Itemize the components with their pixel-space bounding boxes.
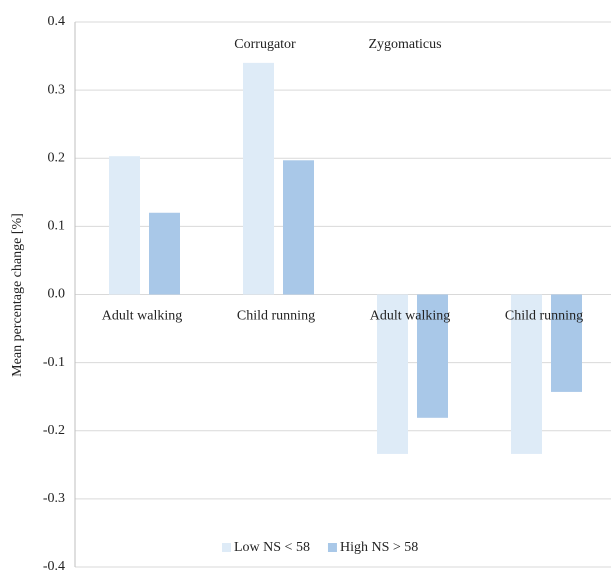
bar	[109, 156, 140, 295]
y-tick-label: -0.1	[43, 355, 65, 370]
x-tick-label: Child running	[237, 309, 315, 324]
y-tick-label: 0.2	[48, 150, 66, 165]
y-tick-label: 0.4	[48, 14, 66, 29]
legend-label: Low NS < 58	[234, 540, 310, 555]
y-tick-label: -0.4	[43, 559, 65, 574]
y-tick-label: 0.3	[48, 82, 66, 97]
x-tick-label: Adult walking	[370, 309, 451, 324]
y-tick-label: 0.1	[48, 219, 66, 234]
bar	[551, 294, 582, 392]
annotation: Zygomaticus	[368, 37, 441, 52]
bar	[377, 294, 408, 454]
legend-swatch	[222, 543, 231, 552]
y-tick-label: -0.2	[43, 423, 65, 438]
bar	[243, 62, 274, 295]
x-tick-label: Adult walking	[102, 309, 183, 324]
y-axis-label: Mean percentage change [%]	[10, 213, 25, 377]
bar	[417, 294, 448, 418]
bar	[149, 212, 180, 295]
bar	[283, 160, 314, 295]
legend-swatch	[327, 543, 337, 552]
bar	[511, 294, 542, 454]
y-tick-label: -0.3	[43, 491, 65, 506]
annotation: Corrugator	[234, 37, 296, 52]
legend-label: High NS > 58	[340, 540, 418, 555]
y-tick-label: 0.0	[48, 287, 66, 302]
x-tick-label: Child running	[505, 309, 583, 324]
